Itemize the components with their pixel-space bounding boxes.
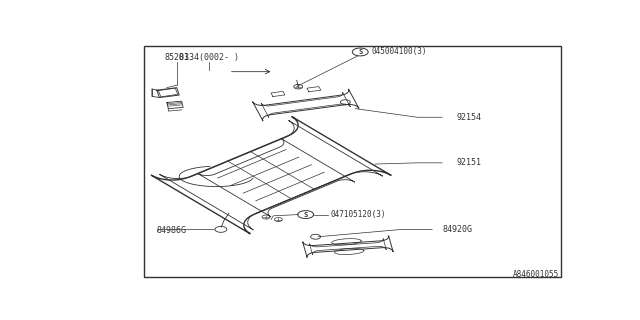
Text: 85201: 85201 xyxy=(164,53,189,62)
Text: 84986G: 84986G xyxy=(157,226,187,235)
Text: A846001055: A846001055 xyxy=(513,270,559,279)
Bar xyxy=(145,46,561,277)
Text: S: S xyxy=(303,212,308,218)
Text: 8334(0002- ): 8334(0002- ) xyxy=(179,53,239,62)
Text: S: S xyxy=(358,49,362,55)
Text: 045004100(3): 045004100(3) xyxy=(371,47,427,56)
Text: 84920G: 84920G xyxy=(442,225,472,234)
Text: 92151: 92151 xyxy=(457,158,482,167)
Text: 92154: 92154 xyxy=(457,113,482,122)
Text: 047105120(3): 047105120(3) xyxy=(330,210,386,219)
